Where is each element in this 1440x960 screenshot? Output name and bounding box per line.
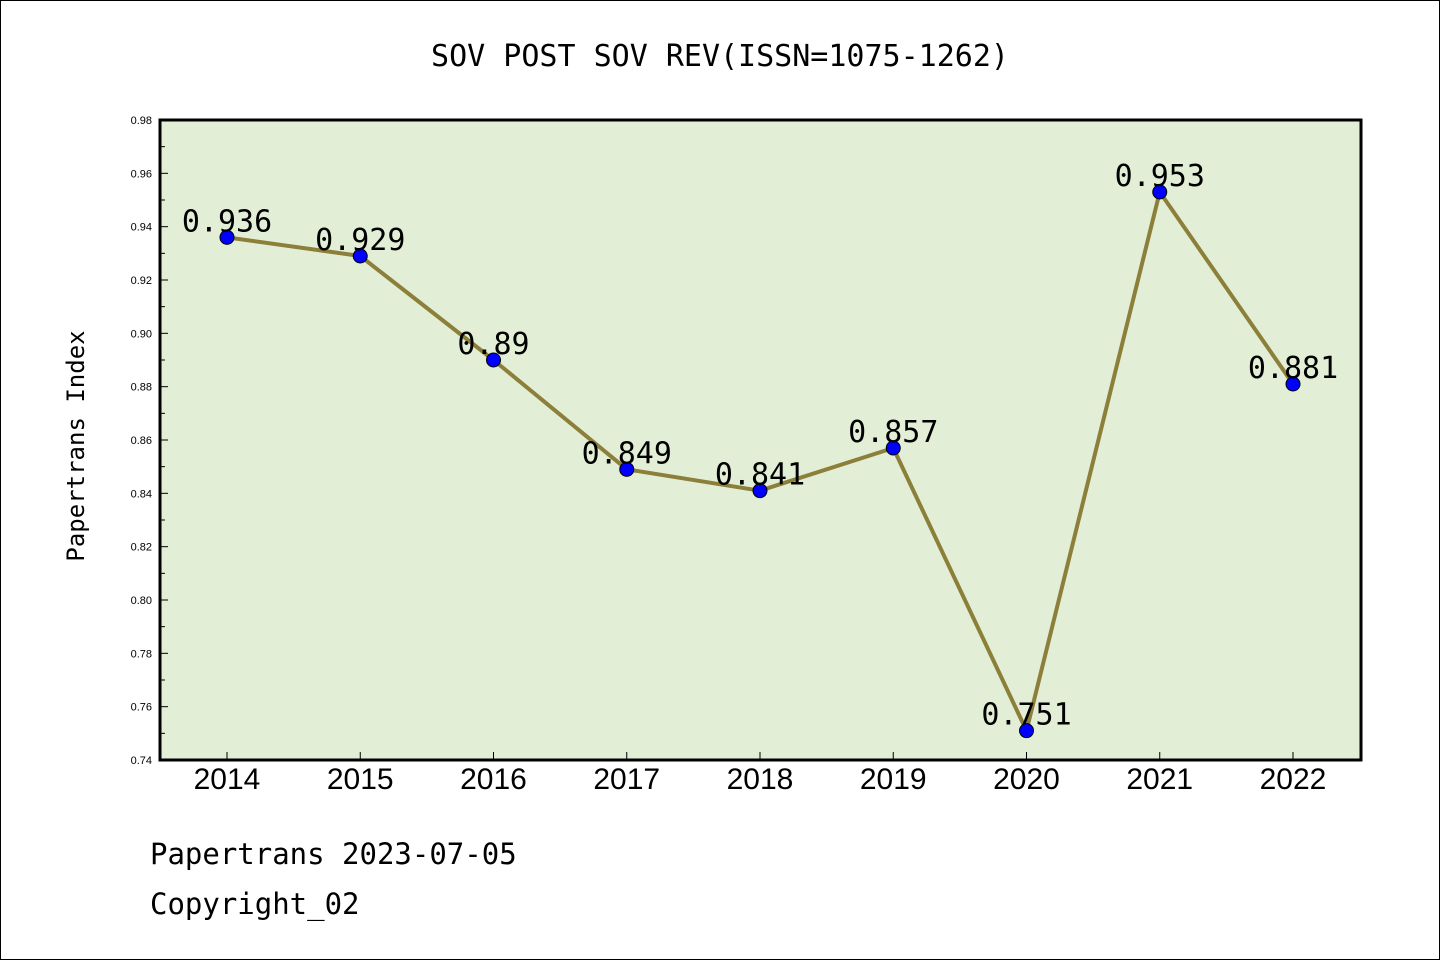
data-point xyxy=(352,248,368,264)
data-point xyxy=(1019,723,1034,739)
plot-area xyxy=(160,120,1361,760)
y-tick-label: 0.76 xyxy=(131,702,152,714)
data-point xyxy=(752,483,768,499)
data-point xyxy=(486,352,501,368)
data-label: 0.849 xyxy=(582,436,672,471)
x-tick-label: 2021 xyxy=(1126,763,1193,796)
data-label: 0.929 xyxy=(315,223,405,258)
y-axis-label: Papertrans Index xyxy=(62,330,90,561)
data-label: 0.881 xyxy=(1248,351,1338,386)
data-label: 0.89 xyxy=(457,327,529,362)
x-tick-label: 2015 xyxy=(327,763,394,796)
y-tick-label: 0.86 xyxy=(131,435,152,447)
y-tick-label: 0.80 xyxy=(131,595,152,607)
x-tick-label: 2019 xyxy=(860,763,927,796)
footer-copyright: Copyright_02 xyxy=(150,887,360,922)
x-tick-label: 2016 xyxy=(460,763,527,796)
data-label: 0.857 xyxy=(848,415,938,450)
footer-date: Papertrans 2023-07-05 xyxy=(150,837,517,871)
plot-border xyxy=(158,118,1363,762)
x-axis-ticks: 2014 2015 2016 2017 2018 2019 2020 2021 2022 xyxy=(194,752,1327,796)
data-label: 0.751 xyxy=(981,698,1071,733)
x-tick-label: 2020 xyxy=(993,763,1060,796)
x-tick-label: 2014 xyxy=(194,763,261,796)
y-tick-label: 0.78 xyxy=(131,648,152,660)
x-tick-label: 2017 xyxy=(593,763,660,796)
data-label: 0.953 xyxy=(1115,159,1205,194)
x-tick-label: 2022 xyxy=(1260,763,1327,796)
y-tick-label: 0.98 xyxy=(131,115,152,127)
data-point xyxy=(885,440,901,456)
data-point xyxy=(1285,376,1301,392)
y-tick-label: 0.90 xyxy=(131,328,152,340)
x-tick-label: 2018 xyxy=(727,763,794,796)
data-labels: 0.936 0.929 0.89 0.849 0.841 0.857 0.751 0.953 0… xyxy=(182,159,1338,733)
y-tick-label: 0.84 xyxy=(131,488,152,500)
y-tick-label: 0.92 xyxy=(131,275,152,287)
y-tick-label: 0.96 xyxy=(131,168,152,180)
series-markers xyxy=(219,184,1301,739)
data-label: 0.841 xyxy=(715,458,805,493)
y-tick-label: 0.88 xyxy=(131,382,152,394)
y-tick-label: 0.74 xyxy=(131,755,152,767)
data-label: 0.936 xyxy=(182,204,272,239)
y-tick-label: 0.94 xyxy=(131,222,152,234)
data-point xyxy=(1152,184,1168,200)
chart-title: SOV POST SOV REV(ISSN=1075-1262) xyxy=(431,39,1009,74)
data-point xyxy=(219,229,235,245)
y-tick-label: 0.82 xyxy=(131,542,152,554)
data-point xyxy=(619,461,635,477)
